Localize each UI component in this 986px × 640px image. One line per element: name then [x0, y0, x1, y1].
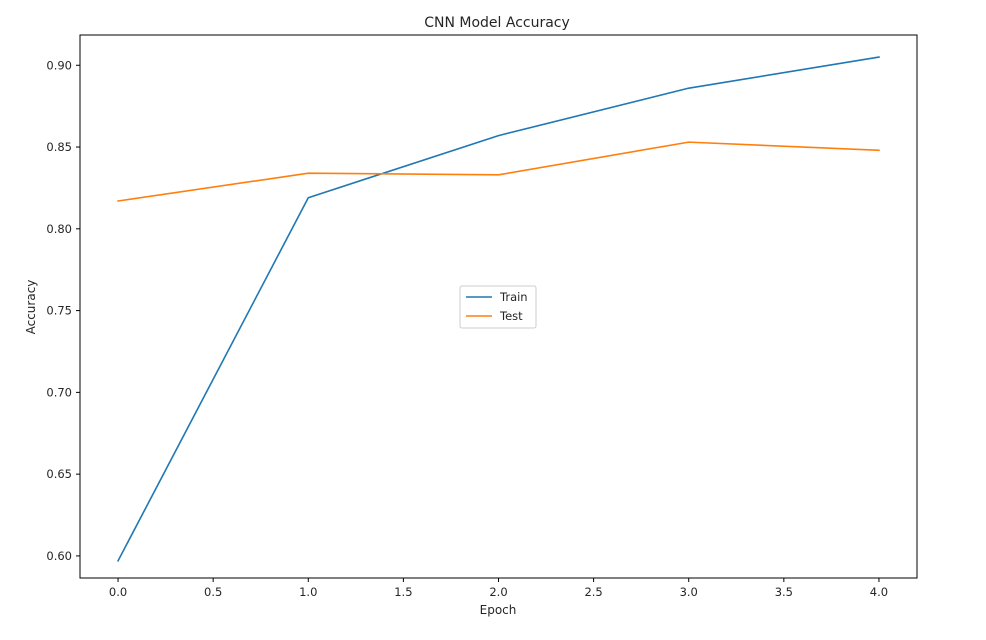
y-tick-label: 0.75: [46, 304, 72, 318]
y-tick-label: 0.90: [46, 58, 72, 72]
x-tick-label: 2.0: [489, 585, 507, 599]
x-tick-label: 1.0: [299, 585, 317, 599]
x-axis-label: Epoch: [480, 603, 517, 617]
x-tick-label: 1.5: [394, 585, 412, 599]
y-axis-label: Accuracy: [24, 280, 38, 335]
y-tick-label: 0.85: [46, 140, 72, 154]
x-tick-label: 0.5: [204, 585, 222, 599]
legend-label-train: Train: [499, 290, 528, 304]
y-tick-label: 0.60: [46, 549, 72, 563]
x-axis: 0.0 0.5 1.0 1.5 2.0 2.5 3.0 3.5 4.0: [109, 578, 888, 599]
x-tick-label: 3.0: [680, 585, 698, 599]
legend: Train Test: [460, 286, 536, 328]
y-tick-label: 0.70: [46, 385, 72, 399]
series-line-test: [118, 142, 879, 201]
chart-title: CNN Model Accuracy: [424, 15, 570, 31]
y-tick-label: 0.80: [46, 222, 72, 236]
y-axis: 0.60 0.65 0.70 0.75 0.80 0.85 0.90: [46, 58, 80, 563]
y-tick-label: 0.65: [46, 467, 72, 481]
x-tick-label: 2.5: [584, 585, 602, 599]
x-tick-label: 0.0: [109, 585, 127, 599]
legend-label-test: Test: [499, 309, 523, 323]
x-tick-label: 4.0: [870, 585, 888, 599]
x-tick-label: 3.5: [775, 585, 793, 599]
